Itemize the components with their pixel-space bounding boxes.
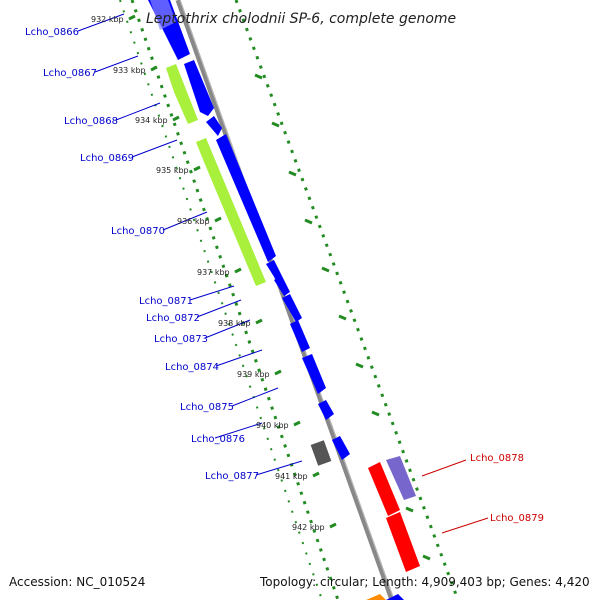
gene-label-lcho-0878[interactable]: Lcho_0878	[470, 453, 524, 464]
gene-feature-bottom-blue	[386, 594, 404, 600]
gene-label-lcho-0879[interactable]: Lcho_0879	[490, 513, 544, 524]
gene-feature-0875-forward	[318, 400, 334, 420]
ruler-tick-mark	[150, 65, 158, 72]
gene-feature-orange	[366, 594, 386, 600]
ruler-tick-mark	[312, 471, 320, 478]
gene-feature-0879-red	[386, 512, 420, 572]
gene-feature-0868-forward	[206, 116, 222, 136]
ruler-tick-mark	[128, 14, 136, 21]
gene-label-lcho-0874[interactable]: Lcho_0874	[165, 362, 219, 373]
gene-feature-0872-forward	[282, 294, 302, 322]
gene-feature-0874-forward	[302, 354, 326, 394]
gene-label-lcho-0866[interactable]: Lcho_0866	[25, 27, 79, 38]
ruler-tick-mark	[214, 216, 222, 223]
leader-lines	[77, 13, 489, 534]
ruler-tick-mark	[274, 369, 282, 376]
gene-label-lcho-0867[interactable]: Lcho_0867	[43, 68, 97, 79]
ruler-tick-label: 942 kbp	[292, 523, 325, 532]
gene-feature-0869-reverse	[196, 138, 266, 286]
gene-label-group: Lcho_0866 Lcho_0867 Lcho_0868 Lcho_0869 Lcho…	[25, 27, 544, 524]
gene-label-lcho-0875[interactable]: Lcho_0875	[180, 402, 234, 413]
ruler-tick-label: 936 kbp	[177, 217, 210, 226]
map-title: Leptothrix cholodnii SP-6, complete geno…	[146, 11, 456, 27]
gene-label-lcho-0870[interactable]: Lcho_0870	[111, 226, 165, 237]
gene-feature-0877-gray	[310, 440, 332, 466]
accession-text: Accession: NC_010524	[9, 575, 145, 589]
gene-label-lcho-0876[interactable]: Lcho_0876	[191, 434, 245, 445]
outer-dotted-track	[234, 0, 460, 600]
ruler-tick-mark	[293, 420, 301, 427]
gene-features	[148, 0, 420, 600]
gene-feature-0867-forward	[184, 60, 214, 116]
gene-label-lcho-0872[interactable]: Lcho_0872	[146, 313, 200, 324]
ruler-tick-label: 939 kbp	[237, 370, 270, 379]
gene-label-lcho-0868[interactable]: Lcho_0868	[64, 116, 118, 127]
gene-feature-0873-forward	[290, 320, 310, 352]
gene-feature-0870-forward	[266, 260, 282, 280]
ruler-tick-labels: 932 kbp 933 kbp 934 kbp 935 kbp 936 kbp 937 k…	[91, 14, 337, 532]
gene-label-lcho-0877[interactable]: Lcho_0877	[205, 471, 259, 482]
gene-feature-0878-red	[368, 462, 400, 516]
ruler-tick-label: 935 kbp	[156, 166, 189, 175]
gene-label-lcho-0873[interactable]: Lcho_0873	[154, 334, 208, 345]
ruler-tick-label: 937 kbp	[197, 268, 230, 277]
gene-feature-0876-forward	[332, 436, 350, 460]
gene-label-lcho-0869[interactable]: Lcho_0869	[80, 153, 134, 164]
ruler-tick-label: 938 kbp	[218, 319, 251, 328]
gene-feature-0866-top	[150, 0, 176, 30]
ruler-tick-label: 932 kbp	[91, 15, 124, 24]
ruler-tick-mark	[234, 267, 242, 274]
gene-feature-0878-purple	[386, 456, 416, 500]
ruler-tick-label: 934 kbp	[135, 116, 168, 125]
ruler-tick-mark	[193, 165, 201, 172]
ruler-tick-label: 941 kbp	[275, 472, 308, 481]
gene-feature-0869-forward	[216, 134, 276, 262]
gene-feature-0871-forward	[274, 276, 290, 296]
gene-label-lcho-0871[interactable]: Lcho_0871	[139, 296, 193, 307]
ruler-tick-mark	[255, 318, 263, 325]
genome-summary-text: Topology: circular; Length: 4,909,403 bp…	[259, 575, 590, 589]
ruler-tick-mark	[329, 522, 337, 529]
gene-feature-0867-reverse	[166, 64, 198, 124]
ruler-tick-label: 940 kbp	[256, 421, 289, 430]
ruler-tick-mark	[172, 115, 180, 122]
ruler-tick-label: 933 kbp	[113, 66, 146, 75]
